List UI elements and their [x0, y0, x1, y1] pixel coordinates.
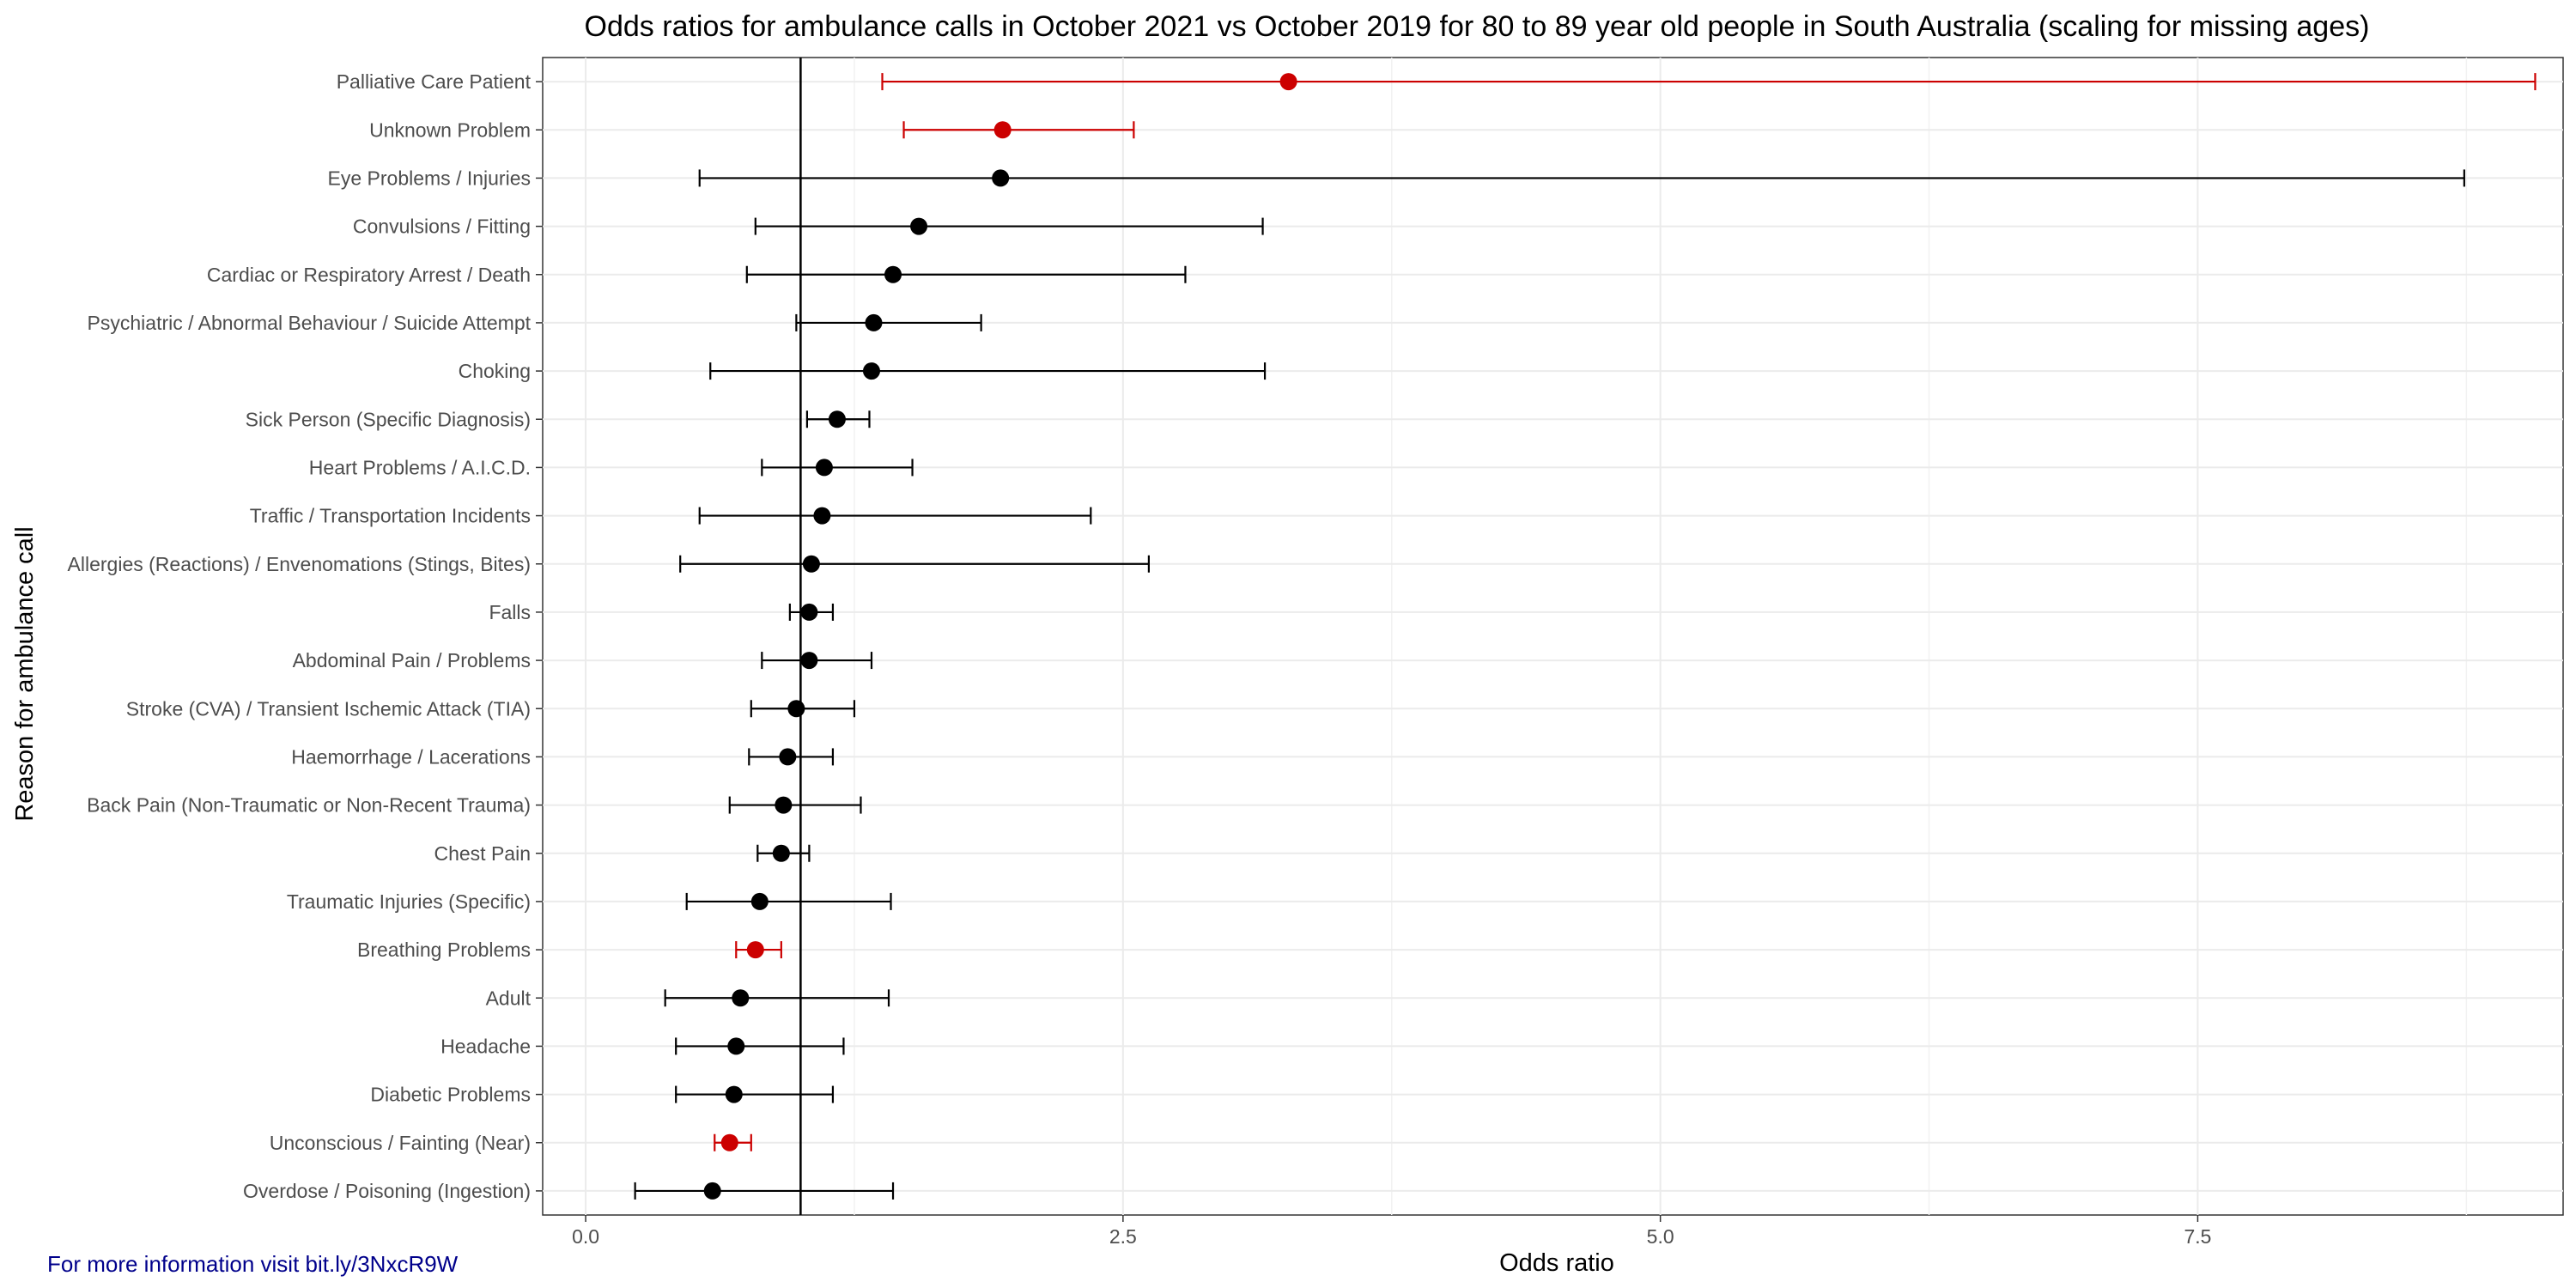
odds-ratio-point: [865, 313, 883, 331]
odds-ratio-point: [732, 989, 750, 1007]
odds-ratio-point: [815, 459, 833, 477]
odds-ratio-point: [800, 652, 818, 670]
chart-title: Odds ratios for ambulance calls in Octob…: [585, 10, 2370, 43]
x-tick-label: 0.0: [572, 1225, 599, 1248]
odds-ratio-point: [703, 1182, 721, 1200]
y-tick-label: Heart Problems / A.I.C.D.: [309, 456, 531, 478]
y-tick-label: Traumatic Injuries (Specific): [287, 890, 531, 913]
odds-ratio-point: [1279, 73, 1297, 91]
odds-ratio-point: [746, 941, 764, 959]
odds-ratio-point: [727, 1037, 745, 1055]
odds-ratio-point: [802, 555, 820, 573]
y-tick-label: Traffic / Transportation Incidents: [250, 505, 531, 527]
odds-ratio-point: [772, 844, 790, 862]
odds-ratio-point: [862, 362, 880, 380]
y-tick-label: Adult: [486, 987, 532, 1009]
y-tick-label: Palliative Care Patient: [337, 70, 532, 93]
odds-ratio-point: [779, 748, 797, 766]
y-tick-label: Psychiatric / Abnormal Behaviour / Suici…: [88, 312, 532, 334]
odds-ratio-point: [828, 410, 846, 428]
plot-panel: [542, 57, 2564, 1216]
odds-ratio-point: [720, 1133, 738, 1151]
odds-ratio-point: [992, 169, 1010, 187]
y-tick-label: Abdominal Pain / Problems: [293, 649, 531, 671]
y-tick-label: Breathing Problems: [357, 939, 531, 961]
y-tick-label: Allergies (Reactions) / Envenomations (S…: [68, 553, 531, 575]
odds-ratio-point: [813, 507, 831, 525]
odds-ratio-point: [910, 217, 928, 235]
odds-ratio-point: [800, 603, 818, 621]
y-tick-label: Unknown Problem: [369, 118, 531, 141]
y-tick-label: Sick Person (Specific Diagnosis): [246, 408, 531, 430]
x-axis-title: Odds ratio: [1499, 1249, 1614, 1277]
y-tick-label: Convulsions / Fitting: [353, 216, 531, 238]
y-tick-label: Stroke (CVA) / Transient Ischemic Attack…: [126, 697, 531, 720]
y-tick-label: Falls: [489, 601, 531, 623]
more-info-caption: For more information visit bit.ly/3NxcR9…: [47, 1251, 459, 1277]
y-tick-label: Eye Problems / Injuries: [328, 167, 531, 189]
x-tick-label: 2.5: [1109, 1225, 1137, 1248]
odds-ratio-point: [775, 796, 793, 814]
y-tick-labels: Palliative Care Patient Unknown Problem Ey…: [68, 70, 543, 1202]
y-tick-label: Cardiac or Respiratory Arrest / Death: [207, 264, 531, 286]
y-axis-title: Reason for ambulance call: [11, 526, 39, 821]
y-tick-label: Diabetic Problems: [370, 1084, 531, 1106]
data-marks: [634, 58, 2537, 1215]
y-tick-label: Overdose / Poisoning (Ingestion): [243, 1180, 531, 1202]
y-tick-label: Haemorrhage / Lacerations: [291, 745, 531, 768]
odds-ratio-point: [884, 265, 902, 283]
y-tick-label: Unconscious / Fainting (Near): [270, 1132, 531, 1154]
y-tick-label: Headache: [440, 1035, 531, 1057]
odds-ratio-point: [725, 1085, 743, 1103]
x-tick-label: 7.5: [2184, 1225, 2211, 1248]
odds-ratio-point: [787, 700, 805, 718]
y-tick-label: Back Pain (Non-Traumatic or Non-Recent T…: [87, 794, 531, 817]
odds-ratio-point: [993, 121, 1012, 139]
x-tick-labels: 0.0 2.5 5.0 7.5: [572, 1215, 2211, 1248]
x-tick-label: 5.0: [1647, 1225, 1674, 1248]
odds-ratio-point: [750, 892, 769, 910]
y-tick-label: Choking: [459, 360, 531, 382]
y-tick-label: Chest Pain: [434, 842, 531, 865]
